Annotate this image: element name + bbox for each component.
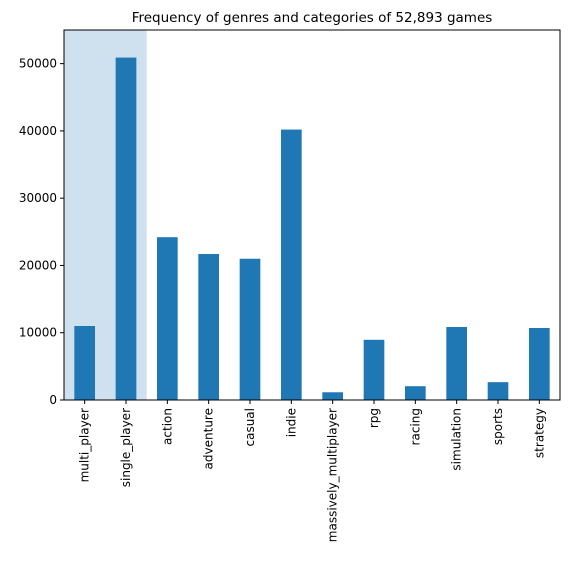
bar-massively_multiplayer	[322, 392, 343, 400]
x-axis: multi_player single_player action adventure…	[78, 400, 546, 542]
bar-strategy	[529, 328, 550, 400]
bar-simulation	[446, 327, 467, 400]
x-tick-label: action	[160, 408, 174, 445]
x-tick-label: strategy	[532, 408, 546, 458]
bar-action	[157, 237, 178, 400]
x-tick-label: sports	[491, 408, 505, 445]
y-tick-label: 30000	[19, 191, 57, 205]
x-tick-label: massively_multiplayer	[326, 408, 340, 542]
bar-racing	[405, 386, 426, 400]
bar-adventure	[198, 254, 219, 400]
x-tick-label: rpg	[367, 408, 381, 428]
y-tick-label: 0	[49, 393, 57, 407]
x-tick-label: adventure	[202, 408, 216, 469]
bars-group	[74, 57, 550, 400]
y-tick-label: 10000	[19, 326, 57, 340]
bar-multi_player	[74, 326, 95, 400]
x-tick-label: racing	[408, 408, 422, 445]
y-axis: 0 10000 20000 30000 40000 50000	[19, 57, 64, 407]
bar-single_player	[115, 57, 137, 400]
x-tick-label: multi_player	[78, 408, 92, 482]
bar-rpg	[363, 339, 385, 400]
bar-indie	[281, 129, 302, 400]
x-tick-label: single_player	[119, 408, 133, 487]
y-tick-label: 40000	[19, 124, 57, 138]
x-tick-label: simulation	[450, 408, 464, 471]
bar-sports	[487, 382, 509, 400]
x-tick-label: indie	[284, 408, 298, 437]
y-tick-label: 50000	[19, 57, 57, 71]
plot-frame	[63, 29, 561, 401]
chart-title: Frequency of genres and categories of 52…	[132, 10, 493, 26]
x-tick-label: casual	[243, 408, 257, 447]
y-tick-label: 20000	[19, 258, 57, 272]
bar-casual	[239, 258, 261, 400]
